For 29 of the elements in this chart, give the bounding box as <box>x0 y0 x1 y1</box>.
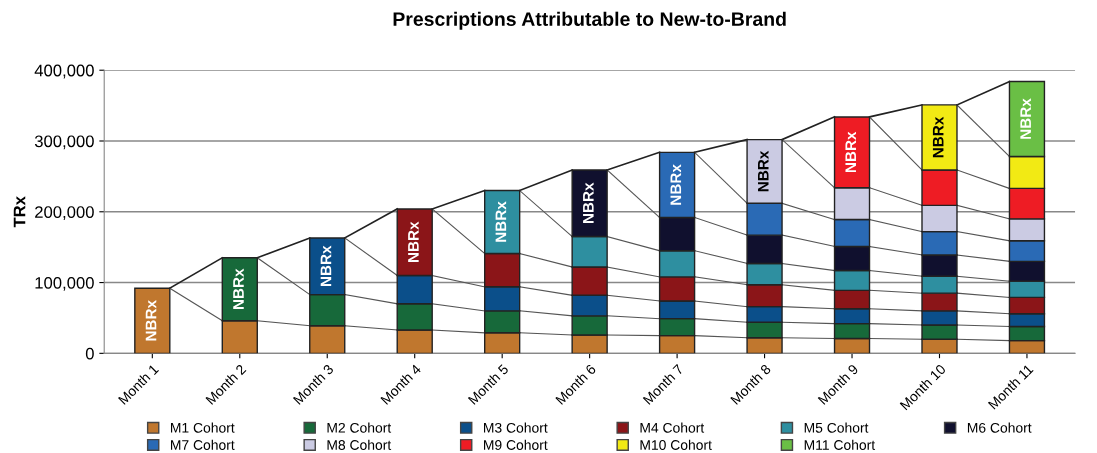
legend-label: M8 Cohort <box>327 439 392 450</box>
legend-label: M3 Cohort <box>484 422 548 433</box>
legend-label: M5 Cohort <box>804 422 869 433</box>
legend-label: M1 Cohort <box>171 422 235 433</box>
y-tick-label: 100,000 <box>35 276 94 291</box>
chart-title: Prescriptions Attributable to New-to-Brand <box>393 11 786 30</box>
data-label: NBRx <box>408 221 419 262</box>
data-label: NBRx <box>932 116 944 158</box>
legend-label: M7 Cohort <box>171 439 235 450</box>
data-label: NBRx <box>1020 98 1031 139</box>
y-tick-label: 200,000 <box>35 206 94 220</box>
data-label: NBRx <box>320 245 332 287</box>
data-label: NBRx <box>583 182 594 224</box>
data-label: NBRx <box>233 268 244 310</box>
y-axis-title: TRx <box>13 196 26 228</box>
data-label: NBRx <box>845 131 856 173</box>
y-tick-label: 0 <box>85 347 94 360</box>
legend-label: M10 Cohort <box>640 439 712 450</box>
data-label: NBRx <box>495 201 507 242</box>
legend-label: M9 Cohort <box>484 439 548 450</box>
data-label: NBRx <box>670 164 682 205</box>
data-label: NBRx <box>758 150 769 192</box>
legend-label: M2 Cohort <box>327 422 392 433</box>
y-tick-label: 400,000 <box>34 64 94 79</box>
y-tick-label: 300,000 <box>34 135 94 150</box>
data-label: NBRx <box>145 300 157 341</box>
legend-label: M4 Cohort <box>640 422 705 433</box>
legend-label: M6 Cohort <box>967 422 1032 433</box>
legend-label: M11 Cohort <box>804 439 876 450</box>
